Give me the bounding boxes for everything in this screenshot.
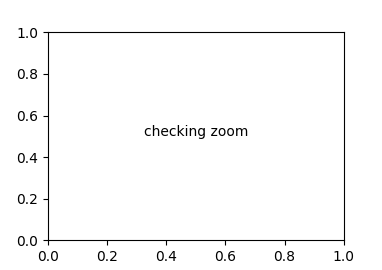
Text: checking zoom: checking zoom xyxy=(144,125,248,139)
